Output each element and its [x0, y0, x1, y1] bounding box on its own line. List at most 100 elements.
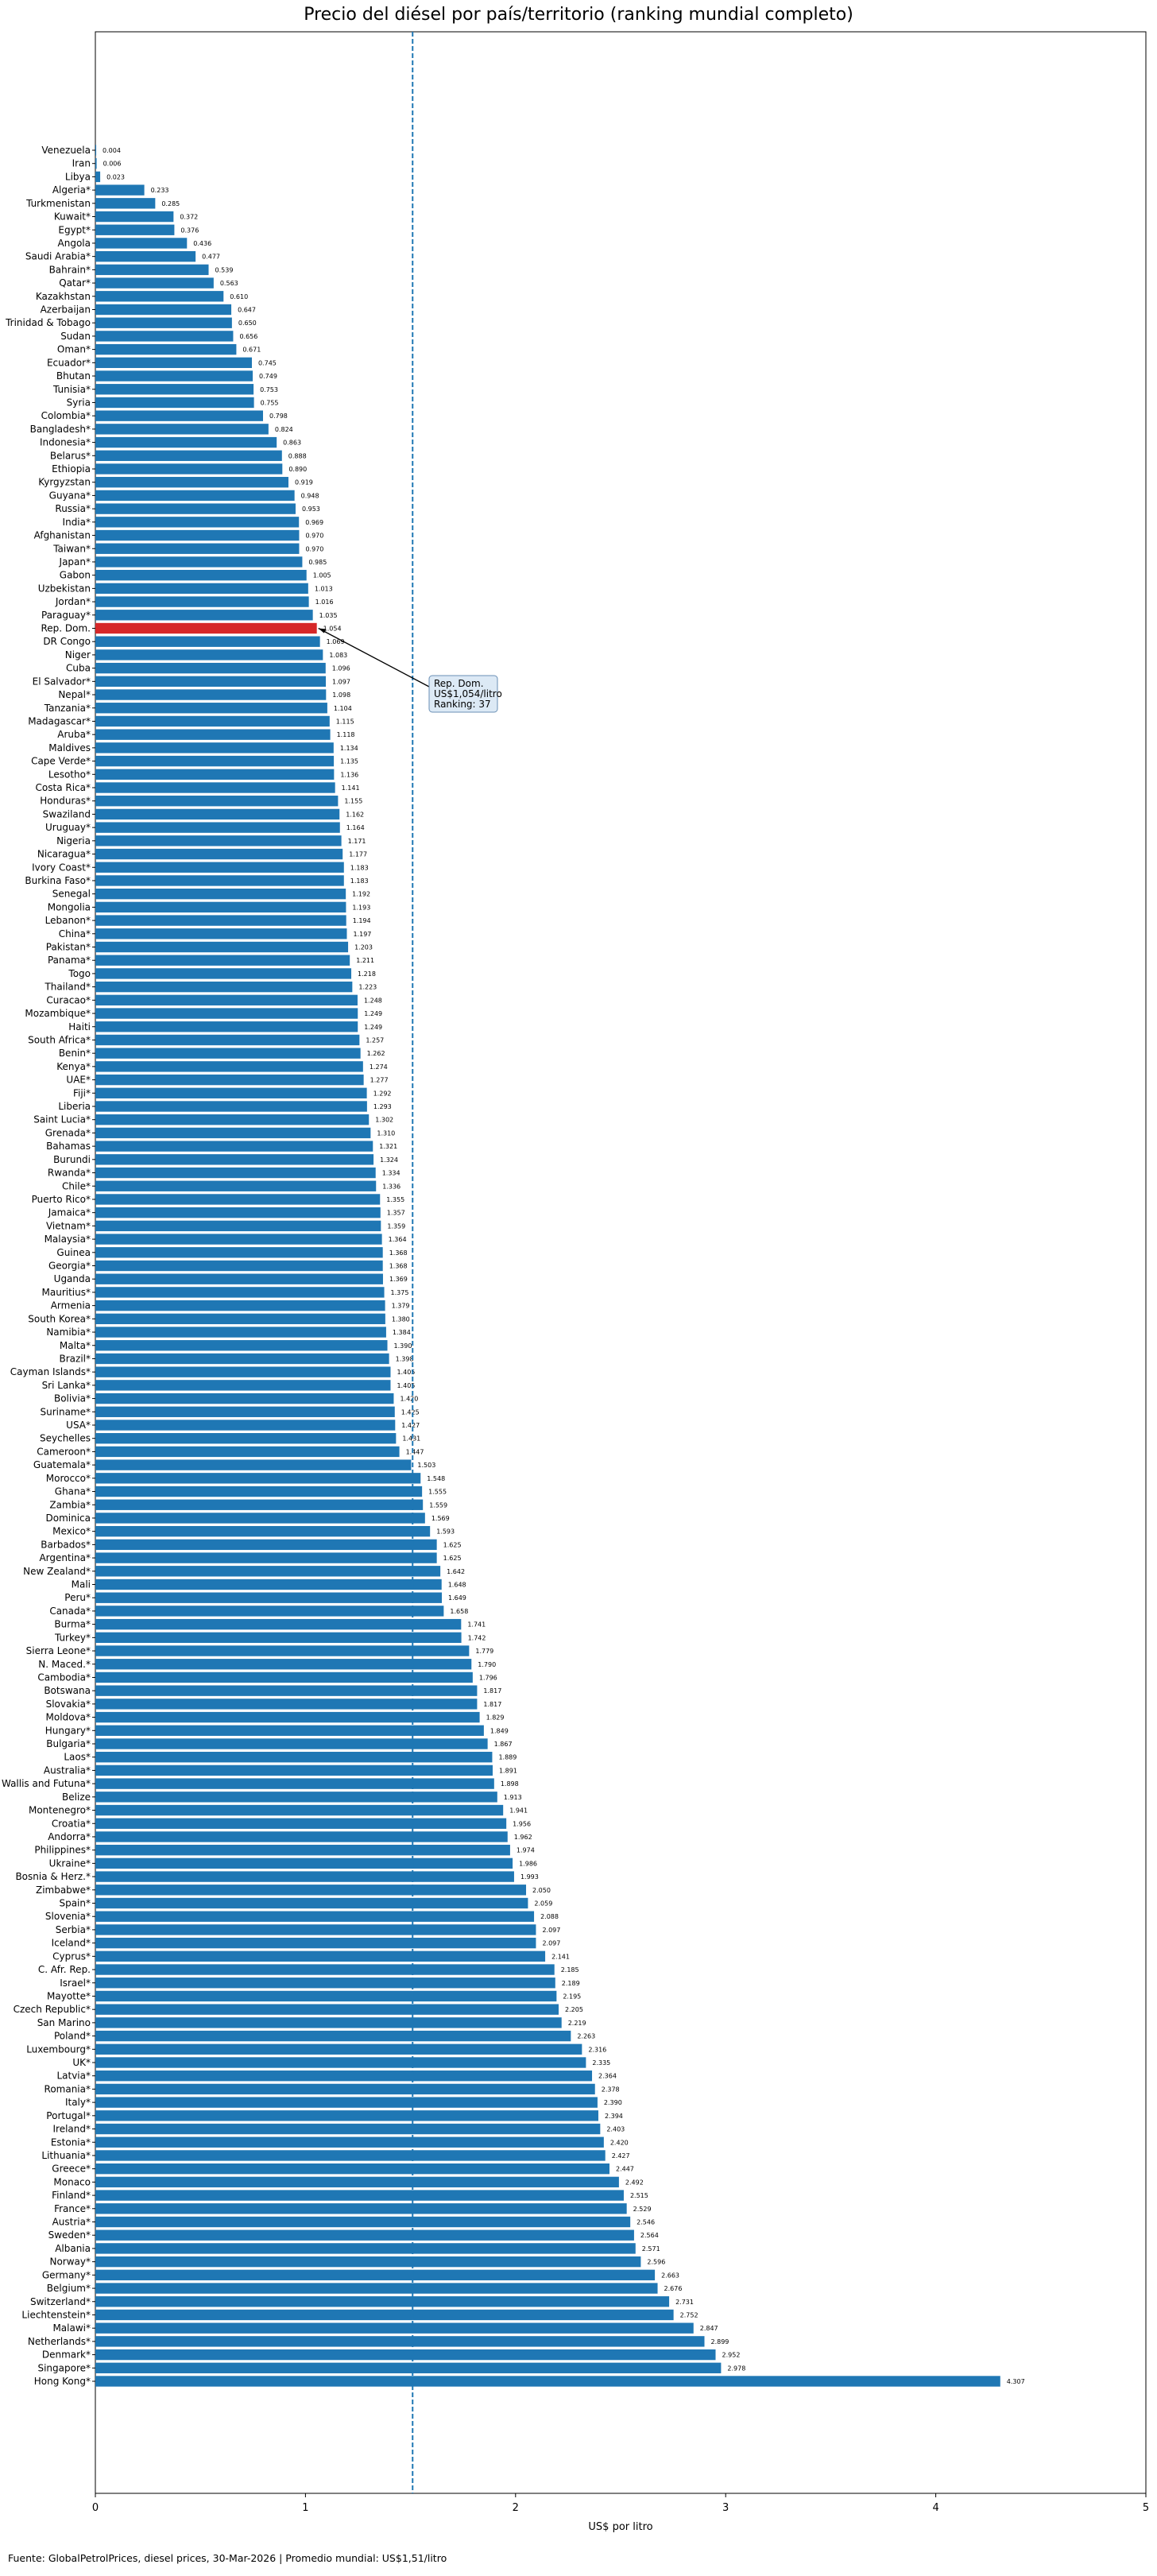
- value-label: 2.378: [602, 2086, 620, 2093]
- value-label: 1.829: [486, 1714, 505, 1722]
- value-label: 2.219: [568, 2020, 586, 2027]
- value-label: 2.420: [610, 2139, 629, 2146]
- category-label: Italy*: [65, 2097, 91, 2108]
- category-label: Tunisia*: [52, 384, 91, 395]
- bar: [95, 848, 343, 860]
- annotation-text: Ranking: 37: [434, 699, 491, 710]
- bar: [95, 689, 327, 700]
- value-label: 1.548: [427, 1475, 445, 1482]
- bar: [95, 1061, 363, 1072]
- category-label: Madagascar*: [28, 715, 91, 726]
- category-label: Brazil*: [60, 1353, 91, 1364]
- value-label: 1.211: [356, 957, 374, 964]
- value-label: 0.745: [258, 359, 277, 366]
- value-label: 1.867: [494, 1741, 513, 1748]
- category-label: Vietnam*: [46, 1220, 91, 1231]
- category-label: DR Congo: [43, 636, 91, 647]
- category-label: Cape Verde*: [31, 756, 91, 767]
- value-label: 2.050: [532, 1887, 551, 1894]
- bar: [95, 610, 313, 621]
- category-label: Haiti: [68, 1021, 91, 1032]
- bar: [95, 277, 214, 289]
- bar: [95, 317, 232, 328]
- bar: [95, 1446, 400, 1458]
- bar: [95, 1194, 381, 1205]
- category-label: Mozambique*: [25, 1008, 91, 1019]
- category-label: Benin*: [59, 1048, 91, 1059]
- bar: [95, 888, 346, 900]
- category-label: Kazakhstan: [36, 291, 91, 302]
- category-label: Kenya*: [56, 1061, 91, 1072]
- bar: [95, 370, 253, 382]
- category-label: New Zealand*: [23, 1566, 91, 1577]
- value-label: 2.564: [640, 2232, 659, 2239]
- category-label: Egypt*: [58, 224, 91, 235]
- category-label: China*: [59, 928, 91, 939]
- category-label: Sierra Leone*: [26, 1645, 91, 1656]
- value-label: 1.359: [387, 1222, 405, 1230]
- bar: [95, 490, 295, 502]
- category-label: Barbados*: [41, 1539, 91, 1550]
- value-label: 1.193: [352, 904, 370, 911]
- value-label: 1.368: [389, 1263, 408, 1270]
- bar: [95, 1114, 370, 1125]
- value-label: 1.248: [364, 997, 382, 1004]
- bar: [95, 1380, 391, 1391]
- category-label: Grenada*: [45, 1127, 91, 1138]
- category-label: Gabon: [60, 570, 91, 581]
- value-label: 2.059: [534, 1900, 552, 1908]
- value-label: 2.952: [722, 2352, 741, 2359]
- category-label: Iran: [72, 158, 91, 169]
- value-label: 1.425: [401, 1408, 420, 1416]
- value-label: 2.492: [625, 2179, 644, 2186]
- category-label: Bosnia & Herz.*: [15, 1871, 91, 1882]
- annotation-text: US$1,054/litro: [434, 688, 502, 699]
- bar: [95, 529, 300, 541]
- value-label: 1.177: [349, 851, 367, 858]
- value-label: 2.447: [616, 2166, 634, 2173]
- value-label: 2.899: [710, 2338, 729, 2346]
- bar: [95, 250, 196, 262]
- value-label: 2.676: [664, 2285, 683, 2292]
- category-label: Venezuela: [41, 145, 91, 156]
- bar: [95, 782, 335, 793]
- category-label: Senegal: [52, 889, 91, 900]
- bar: [95, 649, 323, 660]
- category-label: Netherlands*: [28, 2336, 91, 2347]
- category-label: Hong Kong*: [34, 2376, 91, 2387]
- bar: [95, 171, 101, 183]
- value-label: 0.970: [305, 545, 323, 552]
- category-label: Bhutan: [56, 370, 91, 382]
- value-label: 1.642: [447, 1568, 465, 1575]
- bar: [95, 2136, 604, 2148]
- value-label: 2.316: [588, 2046, 606, 2053]
- value-label: 0.824: [275, 426, 293, 433]
- value-label: 1.292: [373, 1090, 392, 1097]
- bar: [95, 2216, 631, 2228]
- category-label: Australia*: [44, 1764, 91, 1776]
- value-label: 2.731: [675, 2299, 694, 2306]
- category-label: Bangladesh*: [30, 424, 91, 435]
- value-label: 1.390: [394, 1342, 412, 1350]
- value-label: 0.372: [180, 214, 198, 221]
- category-label: Lithuania*: [41, 2150, 91, 2161]
- value-label: 1.355: [386, 1196, 404, 1203]
- bar: [95, 901, 346, 913]
- value-label: 0.650: [238, 320, 257, 327]
- category-label: Lebanon*: [45, 915, 91, 926]
- value-label: 1.817: [483, 1701, 501, 1708]
- bar: [95, 1034, 360, 1046]
- value-label: 0.985: [308, 559, 327, 566]
- value-label: 1.005: [313, 572, 331, 579]
- value-label: 2.364: [598, 2073, 617, 2080]
- x-tick-label: 5: [1143, 2502, 1149, 2514]
- bar: [95, 1525, 431, 1537]
- category-label: Belize: [62, 1792, 91, 1803]
- value-label: 1.555: [428, 1489, 447, 1496]
- category-label: Bahrain*: [49, 264, 91, 275]
- value-label: 1.035: [319, 612, 338, 619]
- value-label: 0.890: [288, 466, 307, 473]
- bar: [95, 662, 326, 674]
- bar: [95, 1313, 385, 1325]
- value-label: 2.088: [540, 1913, 559, 1920]
